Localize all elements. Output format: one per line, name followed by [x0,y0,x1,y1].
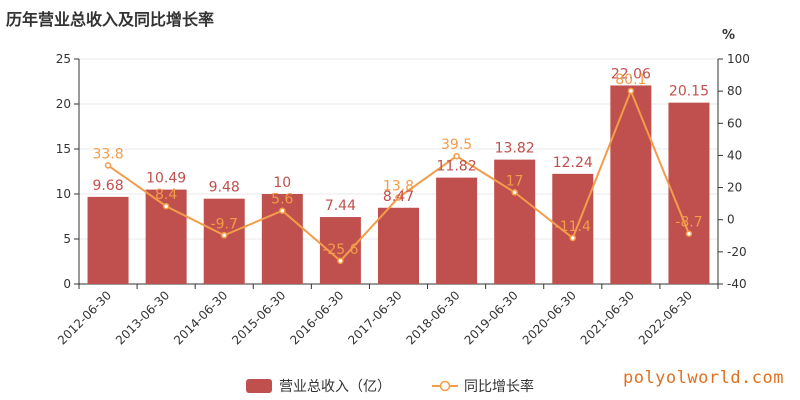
growth-point [337,257,344,265]
x-tick-label: 2013-06-30 [113,288,172,347]
revenue-value-label: 8.47 [383,189,414,205]
revenue-value-label: 9.68 [92,178,123,194]
revenue-value-label: 22.06 [611,66,651,82]
growth-value-label: 8.4 [155,187,177,203]
x-tick-label: 2020-06-30 [520,288,579,347]
growth-point [162,202,170,210]
growth-point [453,152,460,160]
left-tick-label: 5 [63,232,71,246]
right-tick-label: 60 [727,116,742,130]
revenue-value-label: 7.44 [325,198,356,214]
watermark: polyolworld.com [622,368,784,388]
x-tick-label: 2021-06-30 [578,288,637,347]
left-tick-label: 10 [56,187,71,201]
right-tick-label: 0 [727,213,735,227]
revenue-bar [319,217,361,284]
legend-line-label: 同比增长率 [464,378,534,395]
revenue-value-label: 20.15 [669,84,709,100]
x-tick-label: 2022-06-30 [636,288,695,347]
revenue-bar [494,159,536,284]
revenue-bar [436,177,478,284]
revenue-bar [552,173,594,284]
growth-value-label: 13.8 [383,179,414,195]
legend-bar-swatch [246,379,272,393]
right-tick-label: 80 [727,84,742,98]
growth-point [685,230,693,237]
chart-title: 历年营业总收入及同比增长率 [6,10,215,29]
revenue-bar [87,196,129,284]
growth-point [220,232,228,239]
growth-value-label: 39.5 [441,137,472,153]
growth-value-label: 5.6 [271,192,293,208]
growth-value-label: -9.7 [211,216,238,232]
growth-value-label: -11.4 [555,219,591,235]
x-tick-label: 2019-06-30 [462,288,521,347]
revenue-value-label: 13.82 [495,141,535,157]
growth-point [569,234,577,242]
growth-point [104,162,112,169]
right-axis-unit: % [722,28,735,43]
growth-value-label: 80.1 [615,72,646,88]
left-tick-label: 15 [56,142,71,156]
right-tick-label: -20 [727,245,747,259]
growth-value-label: 17 [506,173,524,189]
revenue-value-label: 12.24 [553,155,593,171]
revenue-value-label: 11.82 [437,159,477,175]
x-tick-label: 2014-06-30 [171,288,230,347]
x-tick-label: 2015-06-30 [229,288,288,347]
legend-bar-label: 营业总收入（亿） [279,379,391,395]
right-tick-label: 40 [727,148,742,162]
right-tick-label: -40 [727,277,747,291]
x-tick-label: 2012-06-30 [55,288,114,347]
revenue-bar [668,102,710,285]
revenue-bar [203,198,245,284]
revenue-value-label: 9.48 [209,180,240,196]
left-tick-label: 25 [56,52,71,66]
revenue-bar [610,85,652,285]
revenue-value-label: 10.49 [146,171,186,187]
growth-value-label: -8.7 [675,215,702,231]
legend-line-marker [439,380,451,392]
growth-point [627,87,635,95]
right-tick-label: 100 [727,52,750,66]
x-tick-label: 2017-06-30 [345,288,404,347]
revenue-value-label: 10 [273,175,291,191]
left-tick-label: 20 [56,97,71,111]
growth-value-label: -25.6 [322,242,358,258]
growth-point [511,189,518,196]
revenue-bar [378,207,419,284]
x-tick-label: 2016-06-30 [287,288,346,347]
growth-point [279,207,286,214]
right-tick-label: 20 [727,181,742,195]
growth-point [395,194,402,201]
growth-value-label: 33.8 [92,146,123,162]
left-tick-label: 0 [63,277,71,291]
x-tick-label: 2018-06-30 [403,288,462,347]
